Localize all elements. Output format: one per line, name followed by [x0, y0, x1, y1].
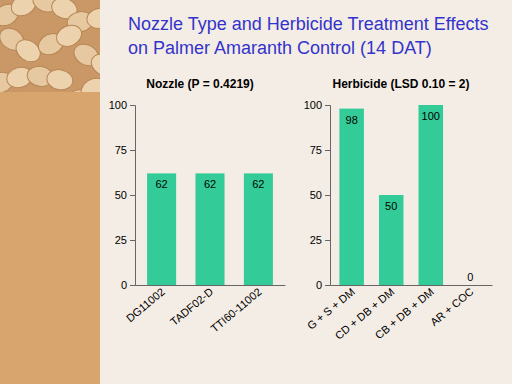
- peanut-lobe: [77, 74, 100, 92]
- y-tick-label: 0: [121, 279, 127, 291]
- bars: [339, 105, 443, 285]
- x-axis: G + S + DMCD + DB + DMCB + DB + DMAR + C…: [305, 285, 493, 342]
- y-tick: 50: [115, 189, 135, 201]
- peanut-picture: [0, 0, 100, 92]
- y-tick: 50: [310, 189, 330, 201]
- y-tick-mark: [130, 240, 135, 241]
- slide-title: Nozzle Type and Herbicide Treatment Effe…: [128, 14, 489, 58]
- y-tick: 0: [316, 279, 330, 291]
- y-tick: 100: [304, 99, 330, 111]
- data-label: 100: [422, 110, 440, 122]
- x-tick-label: TADF02-D: [168, 285, 215, 327]
- y-tick-label: 75: [310, 144, 322, 156]
- y-tick-mark: [325, 285, 330, 286]
- x-tick: TTI60-11002: [208, 285, 263, 334]
- y-tick: 100: [109, 99, 135, 111]
- y-tick-mark: [130, 105, 135, 106]
- x-tick: DG11002: [124, 285, 167, 324]
- data-labels: 98 50 100 0: [346, 110, 474, 283]
- y-tick-mark: [325, 195, 330, 196]
- data-label: 62: [252, 178, 264, 190]
- y-tick-mark: [130, 150, 135, 151]
- data-label: 62: [155, 178, 167, 190]
- y-tick-label: 0: [316, 279, 322, 291]
- y-axis: 0 25 50 75 100: [109, 99, 136, 291]
- bars: [147, 173, 273, 285]
- bar: [379, 195, 404, 285]
- y-tick-mark: [325, 240, 330, 241]
- peanut-lobe: [87, 50, 100, 80]
- y-tick: 25: [310, 234, 330, 246]
- x-axis: DG11002TADF02-DTTI60-11002: [124, 285, 286, 334]
- bar: [458, 285, 483, 286]
- x-tick: AR + COC: [428, 285, 476, 328]
- y-tick-label: 50: [115, 189, 127, 201]
- slide-title-line: Nozzle Type and Herbicide Treatment Effe…: [128, 14, 489, 34]
- peanut: [26, 64, 75, 92]
- x-tick: CB + DB + DM: [373, 285, 436, 341]
- data-labels: 62 62 62: [155, 178, 264, 190]
- bar: [419, 105, 444, 285]
- y-tick: 25: [115, 234, 135, 246]
- x-tick: TADF02-D: [168, 285, 215, 328]
- y-tick-label: 50: [310, 189, 322, 201]
- data-label: 98: [346, 114, 358, 126]
- slide-canvas: Nozzle Type and Herbicide Treatment Effe…: [0, 0, 512, 384]
- y-tick-label: 25: [115, 234, 127, 246]
- peanut-lobe: [45, 68, 74, 92]
- peanut: [0, 24, 45, 67]
- y-tick-mark: [130, 195, 135, 196]
- data-label: 62: [204, 178, 216, 190]
- y-tick-label: 100: [304, 99, 322, 111]
- peanut-lobe: [85, 6, 100, 30]
- y-axis: 0 25 50 75 100: [304, 99, 331, 291]
- x-tick-label: TTI60-11002: [208, 285, 263, 334]
- data-label: 0: [467, 271, 473, 283]
- y-tick: 0: [121, 279, 135, 291]
- y-tick-mark: [325, 150, 330, 151]
- y-tick: 75: [115, 144, 135, 156]
- y-tick-label: 75: [115, 144, 127, 156]
- slide-title-line: on Palmer Amaranth Control (14 DAT): [128, 38, 432, 58]
- y-tick-label: 100: [109, 99, 127, 111]
- slide: Nozzle Type and Herbicide Treatment Effe…: [0, 0, 512, 384]
- data-label: 50: [385, 200, 397, 212]
- bar: [339, 109, 364, 285]
- x-tick-label: DG11002: [124, 285, 167, 324]
- y-tick-mark: [130, 285, 135, 286]
- chart-title: Nozzle (P = 0.4219): [146, 77, 254, 91]
- y-tick-mark: [325, 105, 330, 106]
- y-tick-label: 25: [310, 234, 322, 246]
- bar: [244, 173, 273, 285]
- peanut: [60, 74, 100, 92]
- chart-title: Herbicide (LSD 0.10 = 2): [332, 77, 469, 91]
- bar: [147, 173, 176, 285]
- x-tick-label: AR + COC: [428, 285, 476, 328]
- x-tick-label: CB + DB + DM: [373, 285, 436, 341]
- y-axis-line: [325, 106, 331, 286]
- peanut: [70, 40, 100, 80]
- y-tick: 75: [310, 144, 330, 156]
- chart: Herbicide (LSD 0.10 = 2) 0 25 50 75 100 G + S …: [304, 77, 493, 342]
- background: [0, 0, 512, 384]
- chart: Nozzle (P = 0.4219) 0 25 50 75 100 DG11002TADF…: [109, 77, 286, 334]
- bar: [195, 173, 224, 285]
- y-axis-line: [130, 106, 136, 286]
